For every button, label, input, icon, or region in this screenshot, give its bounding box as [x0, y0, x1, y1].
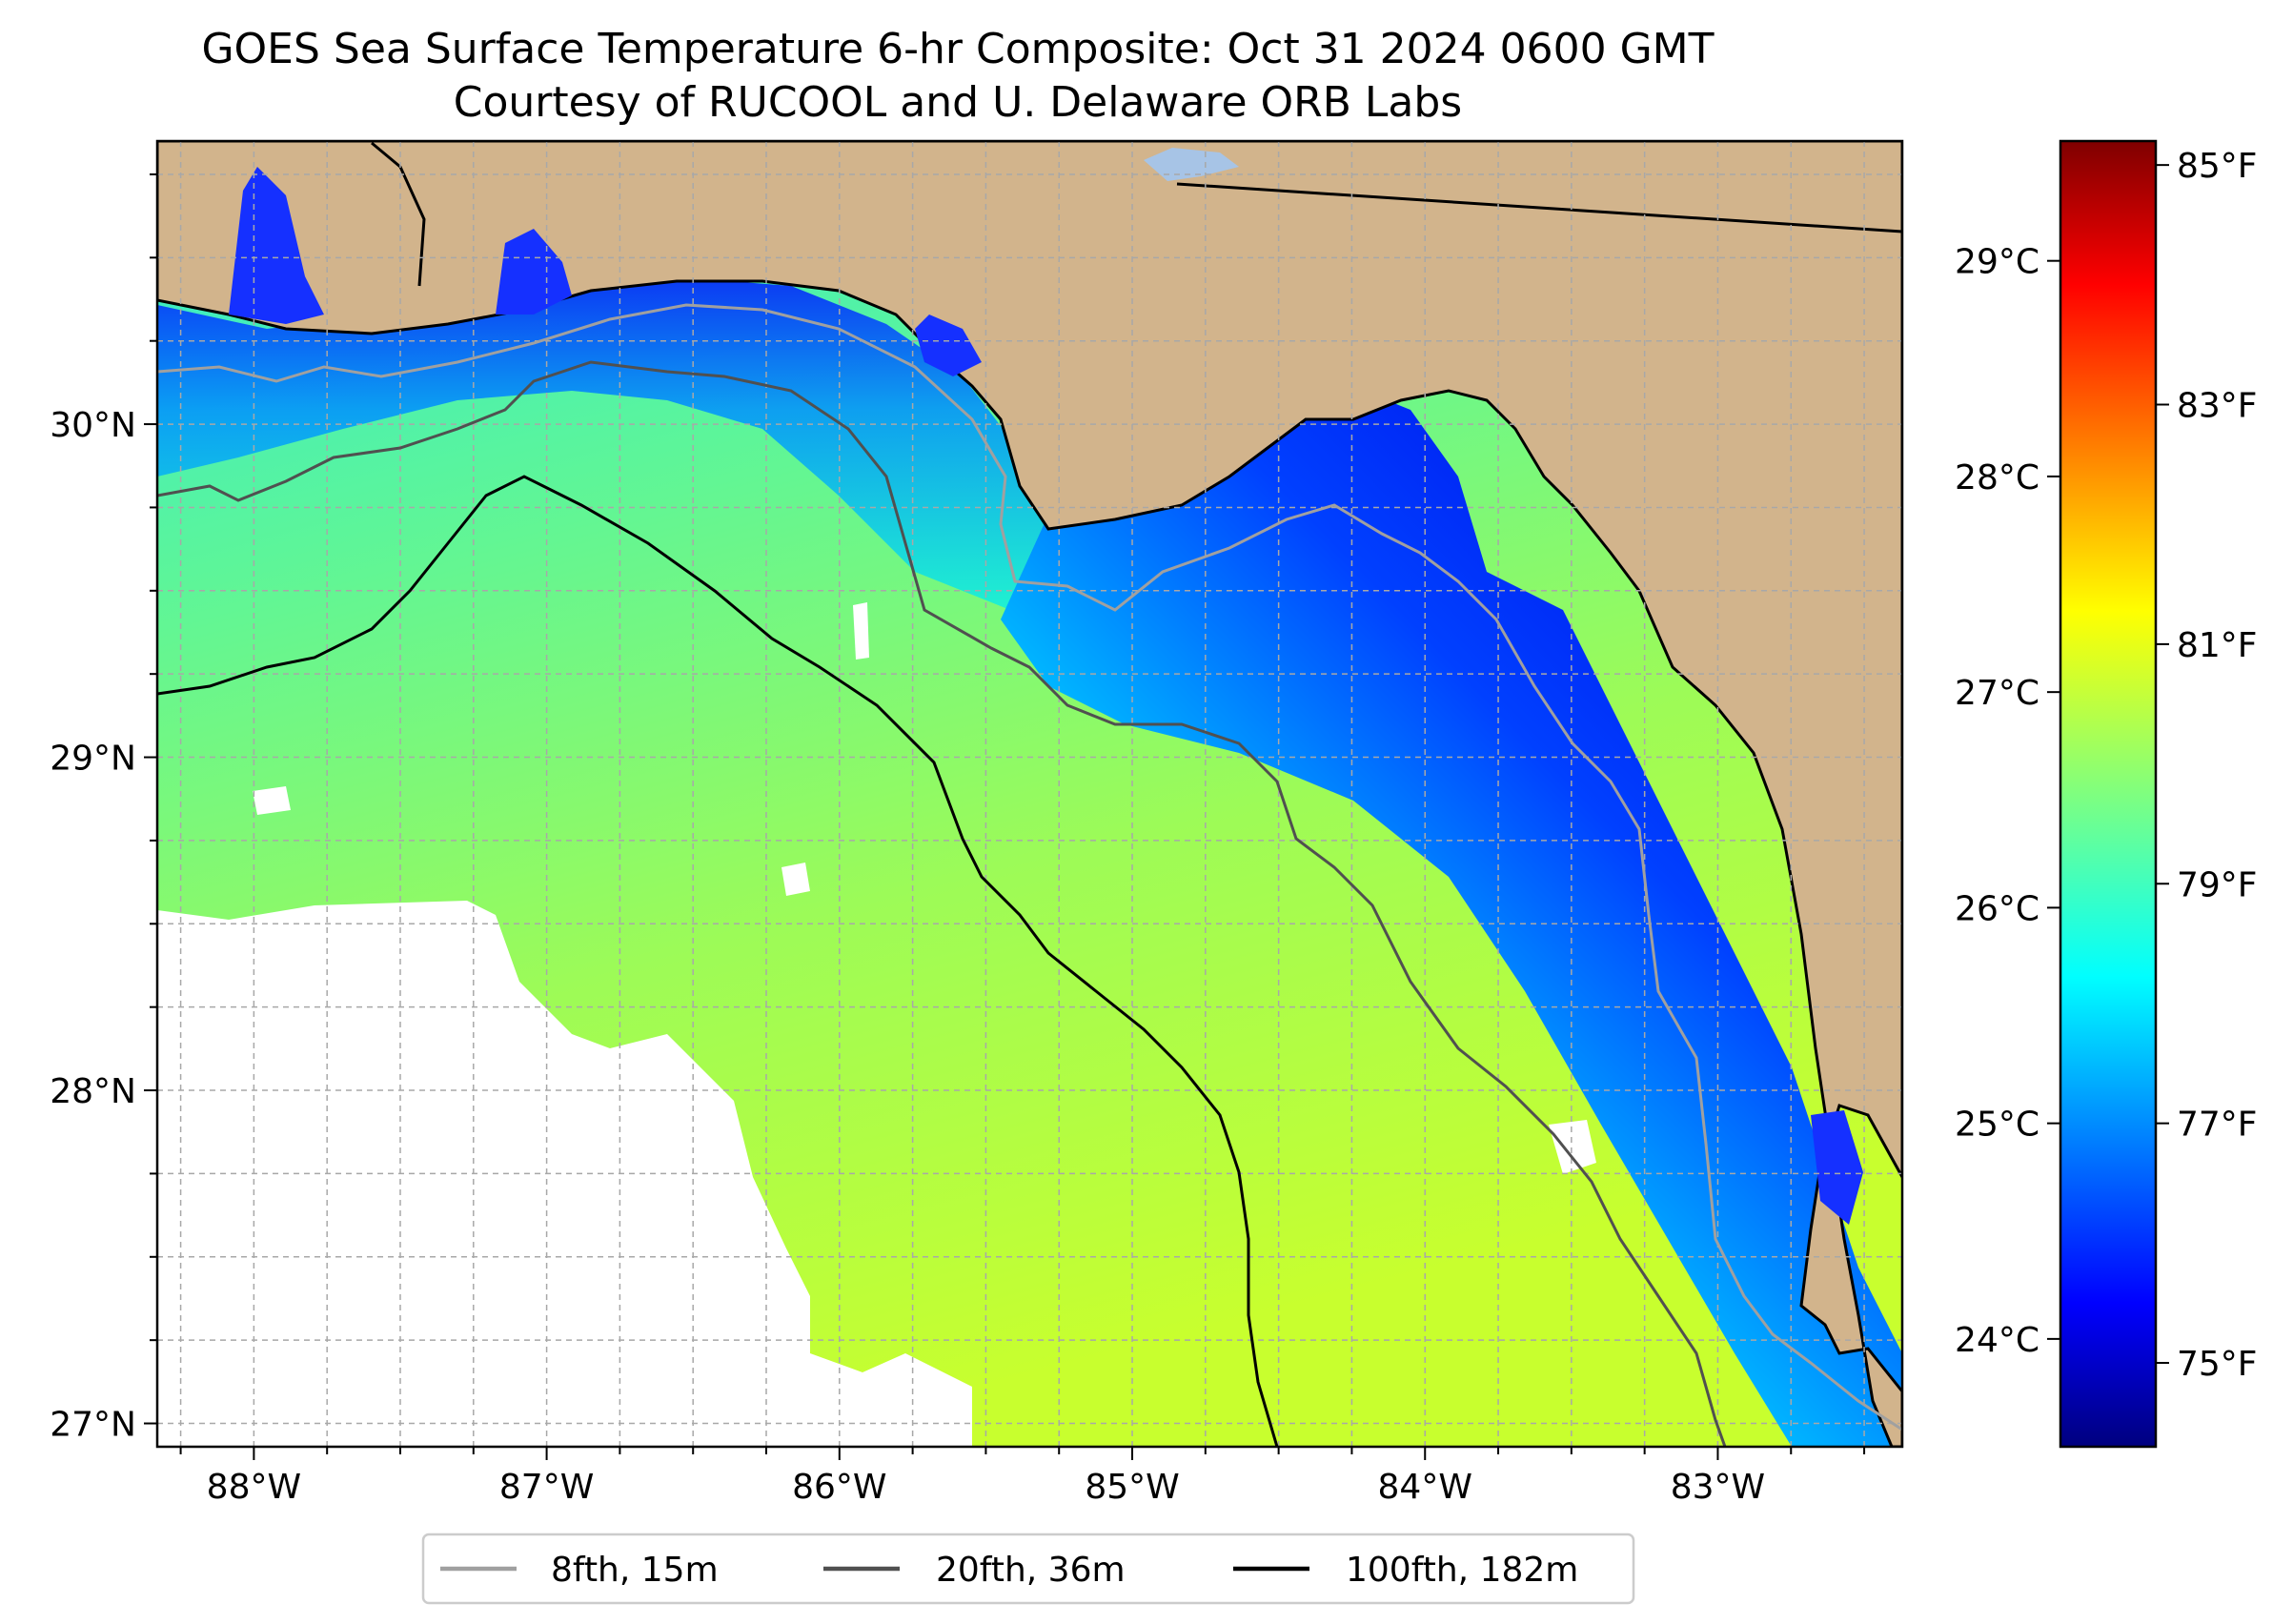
state-border — [371, 141, 426, 287]
fahrenheit-tick-label: 77°F — [2177, 1106, 2258, 1145]
map-frame — [155, 139, 1904, 1449]
celsius-tick-label: 29°C — [1955, 243, 2039, 282]
celsius-tick-label: 25°C — [1955, 1106, 2039, 1145]
lon-tick-label: 87°W — [499, 1468, 594, 1507]
colorbar-fahrenheit-axis: 75°F 77°F 79°F 81°F 83°F 85°F — [2156, 147, 2258, 1384]
fahrenheit-tick-label: 79°F — [2177, 865, 2258, 904]
colorbar-celsius-axis: 24°C 25°C 26°C 27°C 28°C 29°C — [1955, 243, 2060, 1360]
contour-8fth-15m — [157, 303, 1902, 1431]
no-data-patch — [419, 1058, 453, 1106]
figure-title: GOES Sea Surface Temperature 6-hr Compos… — [201, 25, 1715, 73]
celsius-tick-label: 24°C — [1955, 1321, 2039, 1360]
legend-box — [421, 1533, 1635, 1605]
bay-inlet — [915, 315, 982, 376]
sst-map — [157, 141, 1902, 1447]
lon-tick-label: 83°W — [1671, 1468, 1765, 1507]
figure-subtitle: Courtesy of RUCOOL and U. Delaware ORB L… — [453, 78, 1463, 127]
lat-tick-label: 30°N — [50, 406, 136, 445]
legend-label-100fth: 100fth, 182m — [1346, 1551, 1578, 1590]
contour-100fth-182m — [157, 475, 1279, 1447]
celsius-tick-label: 26°C — [1955, 889, 2039, 928]
no-data-patch — [853, 602, 869, 660]
bay-inlet — [1811, 1110, 1863, 1225]
longitude-axis: 88°W 87°W 86°W 85°W 84°W 83°W — [179, 1447, 1866, 1507]
lon-tick-label: 86°W — [792, 1468, 886, 1507]
no-data-patch — [1549, 1120, 1596, 1174]
lon-tick-label: 84°W — [1378, 1468, 1472, 1507]
state-border — [1176, 182, 1902, 233]
legend-label-8fth: 8fth, 15m — [551, 1551, 719, 1590]
inland-lake — [1144, 148, 1239, 181]
bay-inlet — [496, 229, 572, 315]
colorbar-frame — [2059, 139, 2158, 1449]
lat-tick-label: 28°N — [50, 1072, 136, 1111]
lat-tick-label: 27°N — [50, 1406, 136, 1445]
fahrenheit-tick-label: 75°F — [2177, 1345, 2258, 1384]
legend-label-20fth: 20fth, 36m — [936, 1551, 1126, 1590]
colorbar-gradient — [2060, 141, 2156, 1447]
lon-tick-label: 88°W — [207, 1468, 301, 1507]
celsius-tick-label: 27°C — [1955, 674, 2039, 713]
depth-legend: 8fth, 15m 20fth, 36m 100fth, 182m — [421, 1533, 1635, 1605]
bay-inlet — [229, 167, 324, 324]
no-data-patch — [781, 863, 810, 896]
contour-20fth-36m — [157, 360, 1727, 1447]
land-area — [157, 141, 1902, 1447]
cold-eastern-shelf-water — [1001, 391, 1902, 1447]
fahrenheit-tick-label: 81°F — [2177, 626, 2258, 665]
no-data-region — [157, 901, 972, 1447]
map-gridlines — [157, 141, 1902, 1447]
lat-tick-label: 29°N — [50, 740, 136, 779]
fahrenheit-tick-label: 85°F — [2177, 147, 2258, 186]
colorbar: 24°C 25°C 26°C 27°C 28°C 29°C 75°F 77°F 79°F 81°… — [1955, 139, 2258, 1449]
cool-nearshore-band — [157, 276, 1058, 610]
fahrenheit-tick-label: 83°F — [2177, 387, 2258, 426]
celsius-tick-label: 28°C — [1955, 458, 2039, 497]
latitude-axis: 30°N 29°N 28°N 27°N — [50, 173, 157, 1445]
lon-tick-label: 85°W — [1085, 1468, 1179, 1507]
no-data-patch — [253, 786, 291, 815]
